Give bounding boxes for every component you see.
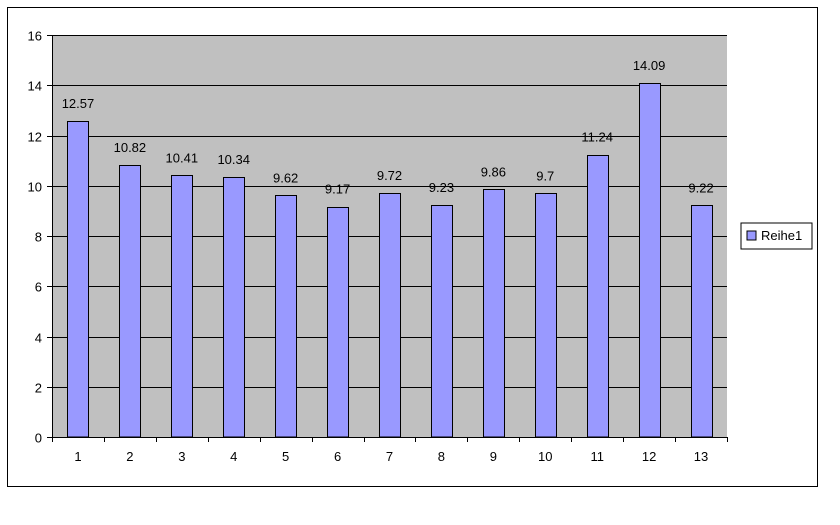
- legend: Reihe1: [740, 222, 813, 250]
- y-tick-label: 0: [35, 431, 42, 446]
- data-label: 9.72: [377, 168, 402, 183]
- x-tick-label: 9: [490, 449, 497, 464]
- x-tick-label: 2: [126, 449, 133, 464]
- y-axis-ticks: 0 2 4 6 8 10 12 14 16: [28, 29, 52, 446]
- x-tick-label: 3: [178, 449, 185, 464]
- x-tick-label: 5: [282, 449, 289, 464]
- y-tick-label: 14: [28, 79, 42, 94]
- data-label: 9.7: [536, 168, 554, 183]
- bar: [119, 165, 141, 438]
- bar: [67, 121, 89, 438]
- x-tick-label: 4: [230, 449, 237, 464]
- y-tick-label: 2: [35, 381, 42, 396]
- data-label: 9.22: [688, 180, 713, 195]
- axes: [47, 35, 727, 438]
- data-label: 11.24: [581, 130, 613, 145]
- bar: [587, 155, 609, 438]
- y-tick-label: 8: [35, 230, 42, 245]
- data-label: 12.57: [62, 96, 95, 111]
- bar: [275, 195, 297, 438]
- x-tick-label: 12: [642, 449, 656, 464]
- legend-swatch: [746, 230, 757, 241]
- legend-label: Reihe1: [761, 228, 802, 243]
- bar: [431, 205, 453, 438]
- y-tick-label: 10: [28, 180, 42, 195]
- y-tick-label: 4: [35, 331, 42, 346]
- y-tick-label: 6: [35, 280, 42, 295]
- data-label: 9.62: [273, 170, 298, 185]
- bar: [639, 83, 661, 438]
- x-tick-label: 6: [334, 449, 341, 464]
- bar: [327, 207, 349, 438]
- bars: [67, 83, 713, 438]
- bar: [223, 177, 245, 438]
- x-tick-label: 10: [538, 449, 552, 464]
- x-tick-label: 11: [590, 449, 604, 464]
- data-label: 9.17: [325, 182, 350, 197]
- y-tick-label: 12: [28, 130, 42, 145]
- y-tick-label: 16: [28, 29, 42, 44]
- x-tick-label: 13: [694, 449, 708, 464]
- data-label: 14.09: [633, 58, 666, 73]
- x-tick-label: 8: [438, 449, 445, 464]
- bar: [171, 175, 193, 438]
- x-tick-label: 1: [74, 449, 81, 464]
- data-labels: 12.57 10.82 10.41 10.34 9.62 9.17 9.72 9.23 9.86…: [62, 58, 714, 197]
- x-axis-ticks: 1 2 3 4 5 6 7 8 9 10 11 12 13: [52, 437, 728, 464]
- x-tick-label: 7: [386, 449, 393, 464]
- bar: [691, 205, 713, 438]
- data-label: 9.86: [481, 164, 506, 179]
- data-label: 10.34: [217, 152, 250, 167]
- data-label: 9.23: [429, 180, 454, 195]
- data-label: 10.82: [114, 140, 147, 155]
- bar: [379, 193, 401, 438]
- data-label: 10.41: [166, 150, 199, 165]
- bar: [535, 193, 557, 438]
- bar: [483, 189, 505, 438]
